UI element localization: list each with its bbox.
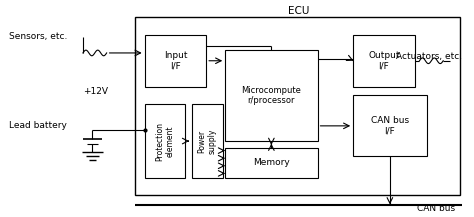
- Text: Memory: Memory: [253, 158, 290, 167]
- Text: Microcompute
r/processor: Microcompute r/processor: [241, 86, 301, 105]
- Bar: [192, 104, 223, 178]
- Bar: [145, 104, 185, 178]
- Bar: [135, 17, 460, 195]
- Text: Actuators, etc.: Actuators, etc.: [396, 52, 462, 61]
- Text: ECU: ECU: [288, 6, 310, 16]
- Bar: [353, 95, 427, 156]
- Text: CAN bus: CAN bus: [417, 204, 455, 213]
- Text: Sensors, etc.: Sensors, etc.: [9, 32, 68, 41]
- Bar: [145, 35, 206, 87]
- Bar: [225, 50, 318, 141]
- Text: +12V: +12V: [83, 87, 108, 96]
- Bar: [225, 148, 318, 178]
- Text: Lead battery: Lead battery: [9, 121, 67, 130]
- Text: Power
supply: Power supply: [198, 128, 217, 154]
- Bar: [353, 35, 415, 87]
- Text: Protection
element: Protection element: [155, 122, 174, 161]
- Text: Input
I/F: Input I/F: [164, 51, 187, 71]
- Text: CAN bus
I/F: CAN bus I/F: [371, 116, 409, 136]
- Text: Output
I/F: Output I/F: [368, 51, 400, 71]
